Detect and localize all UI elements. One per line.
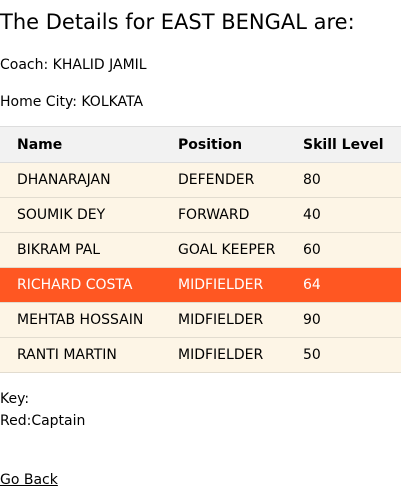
player-name: BIKRAM PAL [17,242,101,258]
key-label: Key: [0,391,30,407]
player-name: DHANARAJAN [17,172,111,188]
player-position: GOAL KEEPER [178,242,276,258]
player-position: MIDFIELDER [178,312,264,328]
table-row: RANTI MARTIN MIDFIELDER 50 [0,337,401,373]
table-row: SOUMIK DEY FORWARD 40 [0,197,401,233]
column-header-position: Position [161,126,287,163]
column-header-skill-level: Skill Level [287,126,401,163]
column-header-name: Name [0,126,161,163]
coach-name: KHALID JAMIL [52,57,147,73]
player-position: FORWARD [178,207,250,223]
table-header-row: Name Position Skill Level [0,126,401,163]
table-row-captain: RICHARD COSTA MIDFIELDER 64 [0,267,401,303]
player-position: MIDFIELDER [178,347,264,363]
go-back-link[interactable]: Go Back [0,472,58,488]
coach-line: Coach: KHALID JAMIL [0,56,147,74]
player-name: MEHTAB HOSSAIN [17,312,144,328]
home-city-line: Home City: KOLKATA [0,93,143,111]
home-city-name: KOLKATA [81,94,144,110]
page-title: The Details for EAST BENGAL are: [0,10,355,34]
table-row: MEHTAB HOSSAIN MIDFIELDER 90 [0,302,401,338]
player-position: DEFENDER [178,172,255,188]
table-row: BIKRAM PAL GOAL KEEPER 60 [0,232,401,268]
player-position: MIDFIELDER [178,277,264,293]
player-skill: 40 [303,207,321,223]
player-skill: 60 [303,242,321,258]
player-name: SOUMIK DEY [17,207,106,223]
player-skill: 80 [303,172,321,188]
home-city-label: Home City: [0,94,77,110]
player-skill: 50 [303,347,321,363]
table-row: DHANARAJAN DEFENDER 80 [0,162,401,198]
player-name: RICHARD COSTA [17,277,133,293]
players-table: Name Position Skill Level DHANARAJAN DEF… [0,126,401,373]
player-skill: 64 [303,277,321,293]
player-name: RANTI MARTIN [17,347,117,363]
coach-label: Coach: [0,57,49,73]
key-captain-legend: Red:Captain [0,413,86,429]
player-skill: 90 [303,312,321,328]
